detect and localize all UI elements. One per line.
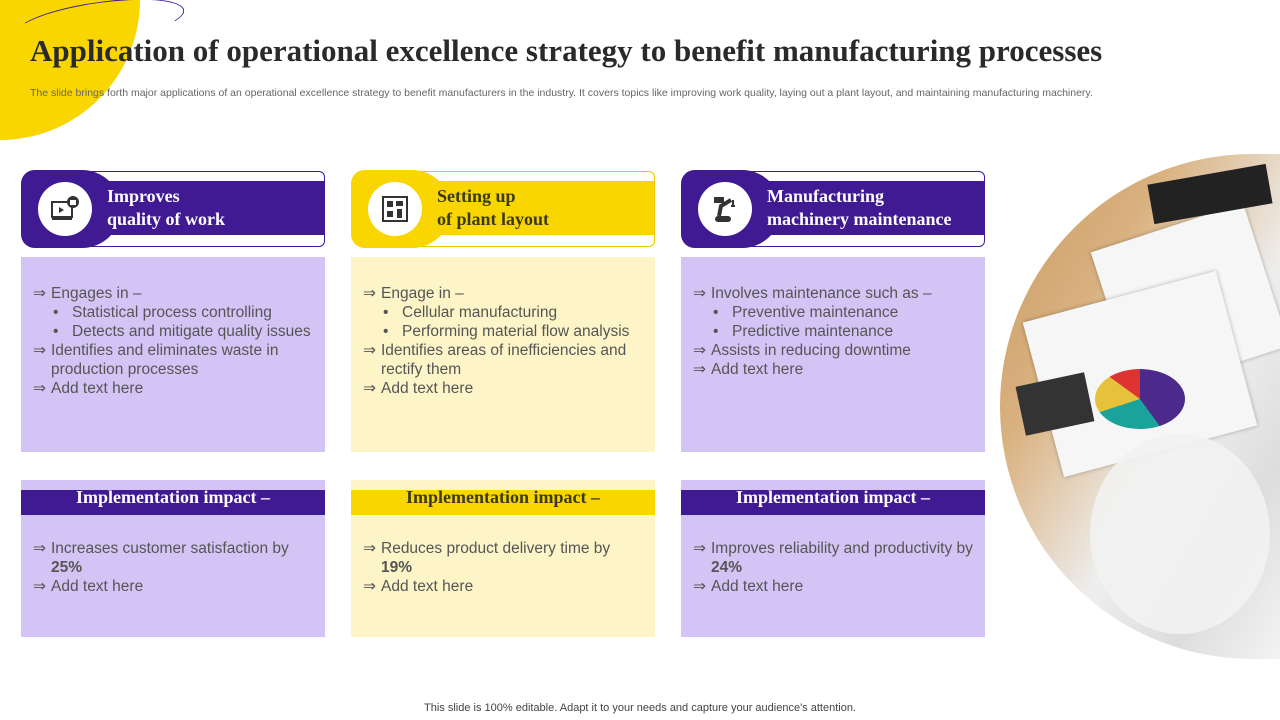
impact-value: 25% [51, 559, 83, 576]
body-line: ⇒ Engage in – [363, 285, 464, 302]
page-subtitle: The slide brings forth major application… [30, 87, 1093, 99]
video-thumbs-up-icon [38, 182, 92, 236]
arrow-icon: ⇒ [693, 540, 706, 557]
impact-value: 24% [711, 559, 743, 576]
body-line: ⇒ Add text here [693, 361, 804, 378]
column-header: Improves quality of work [21, 170, 325, 248]
arrow-icon: ⇒ [693, 361, 706, 378]
bullet-line: • Statistical process controlling [53, 304, 272, 321]
robot-arm-icon [698, 182, 752, 236]
body-line: ⇒ Add text here [33, 380, 144, 397]
arrow-icon: ⇒ [693, 342, 706, 359]
arrow-icon: ⇒ [363, 285, 376, 302]
decorative-yellow-circle [0, 0, 140, 140]
impact-section: Implementation impact – ⇒ Improves reliab… [681, 480, 985, 637]
bullet-icon: • [713, 304, 719, 321]
bullet-icon: • [383, 323, 389, 340]
body-line: ⇒ Assists in reducing downtime [693, 342, 911, 359]
application-column: Improves quality of work ⇒ Engages in – • St… [21, 170, 325, 637]
plant-layout-icon [368, 182, 422, 236]
impact-section: Implementation impact – ⇒ Reduces product… [351, 480, 655, 637]
column-body: ⇒ Engage in – • Cellular manufacturing • Perf… [351, 257, 655, 452]
column-header: Setting up of plant layout [351, 170, 655, 248]
arrow-icon: ⇒ [33, 380, 46, 397]
bullet-line: • Predictive maintenance [713, 323, 894, 340]
impact-body: ⇒ Reduces product delivery time by 19% ⇒ A… [351, 515, 655, 637]
column-title: Manufacturing machinery maintenance [767, 186, 952, 229]
impact-section: Implementation impact – ⇒ Increases custo… [21, 480, 325, 637]
arrow-icon: ⇒ [33, 285, 46, 302]
column-title: Improves quality of work [107, 186, 226, 229]
body-line: ⇒ Involves maintenance such as – [693, 285, 932, 302]
arrow-icon: ⇒ [693, 578, 706, 595]
bullet-line: • Performing material flow analysis [383, 323, 630, 340]
bullet-icon: • [713, 323, 719, 340]
arrow-icon: ⇒ [363, 578, 376, 595]
body-line: ⇒ Add text here [363, 380, 474, 397]
impact-value: 19% [381, 559, 413, 576]
bullet-line: • Preventive maintenance [713, 304, 899, 321]
body-line: ⇒ Engages in – [33, 285, 142, 302]
arrow-icon: ⇒ [33, 578, 46, 595]
arrow-icon: ⇒ [33, 540, 46, 557]
arrow-icon: ⇒ [363, 342, 376, 359]
bullet-icon: • [53, 304, 59, 321]
application-column: Setting up of plant layout ⇒ Engage in – • C… [351, 170, 655, 637]
body-line: ⇒ Identifies areas of inefficiencies and … [363, 342, 627, 378]
business-desk-photo [1000, 154, 1280, 659]
arrow-icon: ⇒ [363, 540, 376, 557]
column-header: Manufacturing machinery maintenance [681, 170, 985, 248]
column-body: ⇒ Engages in – • Statistical process contro… [21, 257, 325, 452]
arrow-icon: ⇒ [33, 342, 46, 359]
application-column: Manufacturing machinery maintenance ⇒ Invo… [681, 170, 985, 637]
arrow-icon: ⇒ [693, 285, 706, 302]
column-title: Setting up of plant layout [437, 186, 550, 229]
impact-body: ⇒ Increases customer satisfaction by 25% … [21, 515, 325, 637]
impact-body: ⇒ Improves reliability and productivity b… [681, 515, 985, 637]
bullet-icon: • [383, 304, 389, 321]
arrow-icon: ⇒ [363, 380, 376, 397]
column-body: ⇒ Involves maintenance such as – • Preventi… [681, 257, 985, 452]
bullet-line: • Detects and mitigate quality issues [53, 323, 311, 340]
bullet-line: • Cellular manufacturing [383, 304, 558, 321]
page-title: Application of operational excellence st… [30, 33, 1103, 68]
body-line: ⇒ Identifies and eliminates waste in prod… [33, 342, 279, 378]
bullet-icon: • [53, 323, 59, 340]
footer-note: This slide is 100% editable. Adapt it to… [424, 702, 856, 714]
